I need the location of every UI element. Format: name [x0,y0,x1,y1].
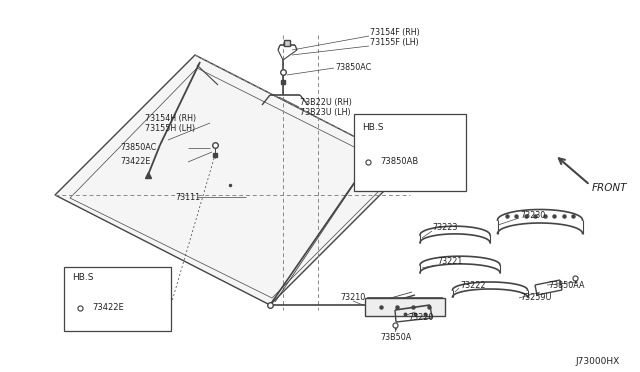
Text: 73850AA: 73850AA [548,280,584,289]
Text: 73222: 73222 [460,280,486,289]
Text: 73221: 73221 [437,257,462,266]
Text: 73111: 73111 [175,192,200,202]
Text: 73154F (RH): 73154F (RH) [370,28,420,36]
Text: 73155F (LH): 73155F (LH) [370,38,419,46]
Text: 73850AC: 73850AC [120,144,156,153]
Text: 73B50A: 73B50A [380,334,412,343]
Text: HB.S: HB.S [362,122,383,131]
Text: J73000HX: J73000HX [576,357,620,366]
Text: 73223: 73223 [432,224,458,232]
Text: 73230: 73230 [520,211,545,219]
Text: 73850AC: 73850AC [335,64,371,73]
FancyBboxPatch shape [354,114,466,191]
Text: 73155H (LH): 73155H (LH) [145,124,195,132]
Text: 73220: 73220 [408,314,433,323]
Text: 73259U: 73259U [520,294,552,302]
Text: 73B22U (RH): 73B22U (RH) [300,99,352,108]
Text: 73B23U (LH): 73B23U (LH) [300,109,351,118]
Polygon shape [55,55,410,305]
Bar [365,298,445,316]
FancyBboxPatch shape [64,267,171,331]
Text: 73850AB: 73850AB [380,157,419,167]
Text: 73422E: 73422E [120,157,150,167]
Text: HB.S: HB.S [72,273,93,282]
Text: 73154H (RH): 73154H (RH) [145,113,196,122]
Text: FRONT: FRONT [592,183,627,193]
Text: 73210: 73210 [340,294,365,302]
Text: 73422E: 73422E [92,304,124,312]
